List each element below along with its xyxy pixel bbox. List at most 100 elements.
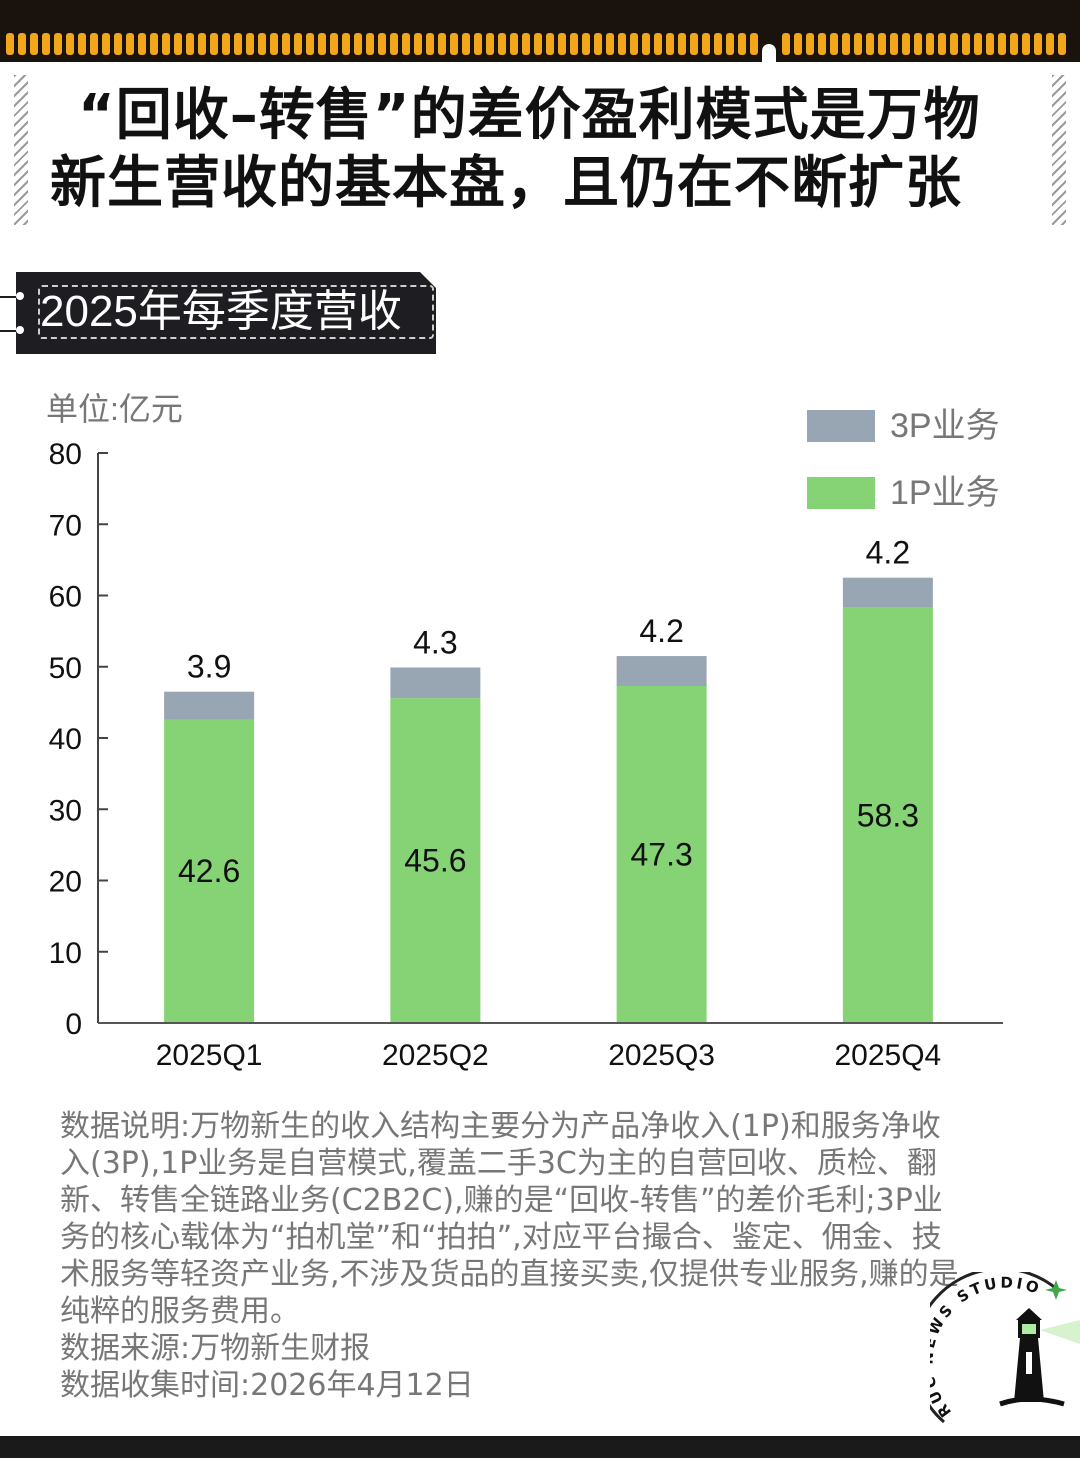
note-description: 数据说明:万物新生的收入结构主要分为产品净收入(1P)和服务净收入(3P),1P… bbox=[60, 1109, 959, 1329]
bar-1p bbox=[842, 607, 933, 1023]
sprocket-hole bbox=[714, 33, 722, 55]
sprocket-hole bbox=[750, 33, 758, 55]
sprocket-row-right bbox=[782, 33, 1066, 55]
stacked-bar-chart: 单位:亿元 3P业务 1P业务 0 10 20 30 40 50 60 70 80 42.6 3.9… bbox=[46, 391, 1003, 1072]
sprocket-row-left bbox=[6, 33, 758, 55]
sprocket-hole bbox=[270, 33, 278, 55]
x-tick-label: 2025Q2 bbox=[382, 1039, 489, 1072]
sprocket-hole bbox=[842, 33, 850, 55]
badge-dot-bottom bbox=[16, 326, 24, 334]
sprocket-hole bbox=[162, 33, 170, 55]
legend-swatch bbox=[807, 477, 875, 509]
y-tick-label: 70 bbox=[49, 509, 82, 542]
sprocket-hole bbox=[690, 33, 698, 55]
sprocket-hole bbox=[342, 33, 350, 55]
x-tick-label: 2025Q3 bbox=[608, 1039, 715, 1072]
badge-connector-top bbox=[0, 296, 20, 298]
sprocket-hole bbox=[962, 33, 970, 55]
bars-group: 42.6 3.9 45.6 4.3 47.3 4.2 58.3 4.2 bbox=[164, 535, 933, 1023]
hatch-decoration-left bbox=[14, 75, 28, 225]
y-tick-label: 10 bbox=[49, 937, 82, 970]
sprocket-hole bbox=[414, 33, 422, 55]
sprocket-hole bbox=[126, 33, 134, 55]
sprocket-hole bbox=[830, 33, 838, 55]
sprocket-hole bbox=[402, 33, 410, 55]
sprocket-hole bbox=[558, 33, 566, 55]
film-notch bbox=[762, 44, 776, 66]
sprocket-hole bbox=[330, 33, 338, 55]
sprocket-hole bbox=[198, 33, 206, 55]
sprocket-hole bbox=[510, 33, 518, 55]
sprocket-hole bbox=[570, 33, 578, 55]
sprocket-hole bbox=[222, 33, 230, 55]
sprocket-hole bbox=[282, 33, 290, 55]
sprocket-hole bbox=[1058, 33, 1066, 55]
y-tick-label: 50 bbox=[49, 652, 82, 685]
hatch-decoration-right bbox=[1052, 75, 1066, 225]
sprocket-hole bbox=[806, 33, 814, 55]
sprocket-hole bbox=[926, 33, 934, 55]
sprocket-hole bbox=[678, 33, 686, 55]
value-label-1p: 47.3 bbox=[630, 836, 692, 872]
bar-3p bbox=[842, 577, 933, 608]
badge-connector-bottom bbox=[0, 330, 20, 332]
sprocket-hole bbox=[974, 33, 982, 55]
legend-label: 1P业务 bbox=[890, 474, 1000, 512]
y-tick-label: 40 bbox=[49, 723, 82, 756]
sprocket-hole bbox=[186, 33, 194, 55]
lighthouse-icon bbox=[999, 1280, 1080, 1407]
value-label-1p: 58.3 bbox=[857, 797, 919, 833]
legend-swatch bbox=[807, 410, 875, 442]
y-tick-label: 0 bbox=[65, 1008, 82, 1041]
sprocket-hole bbox=[450, 33, 458, 55]
sprocket-hole bbox=[114, 33, 122, 55]
sprocket-hole bbox=[102, 33, 110, 55]
value-label-3p: 4.3 bbox=[413, 624, 457, 660]
sprocket-hole bbox=[258, 33, 266, 55]
top-film-strip bbox=[0, 0, 1080, 62]
logo-ring bbox=[930, 1272, 1059, 1424]
sprocket-hole bbox=[462, 33, 470, 55]
sprocket-hole bbox=[890, 33, 898, 55]
y-axis: 0 10 20 30 40 50 60 70 80 bbox=[49, 438, 108, 1041]
sprocket-hole bbox=[438, 33, 446, 55]
title-line-1: “回收–转售”的差价盈利模式是万物 bbox=[78, 83, 981, 148]
bar-3p bbox=[390, 667, 481, 699]
sprocket-hole bbox=[606, 33, 614, 55]
y-tick-label: 60 bbox=[49, 581, 82, 614]
sprocket-hole bbox=[666, 33, 674, 55]
bottom-band bbox=[0, 1436, 1080, 1458]
y-tick-label: 20 bbox=[49, 866, 82, 899]
sprocket-hole bbox=[630, 33, 638, 55]
data-note: 数据说明:万物新生的收入结构主要分为产品净收入(1P)和服务净收入(3P),1P… bbox=[60, 1108, 960, 1404]
sprocket-hole bbox=[498, 33, 506, 55]
legend-label: 3P业务 bbox=[890, 407, 1000, 445]
sprocket-hole bbox=[90, 33, 98, 55]
sprocket-hole bbox=[138, 33, 146, 55]
sprocket-hole bbox=[42, 33, 50, 55]
bar-1p bbox=[616, 685, 707, 1023]
sprocket-hole bbox=[486, 33, 494, 55]
sprocket-hole bbox=[582, 33, 590, 55]
y-tick-label: 30 bbox=[49, 794, 82, 827]
sprocket-hole bbox=[726, 33, 734, 55]
sprocket-hole bbox=[522, 33, 530, 55]
sprocket-hole bbox=[950, 33, 958, 55]
chart-subtitle: 2025年每季度营收 bbox=[40, 287, 402, 336]
sprocket-hole bbox=[594, 33, 602, 55]
sprocket-hole bbox=[914, 33, 922, 55]
sprocket-hole bbox=[818, 33, 826, 55]
sprocket-hole bbox=[782, 33, 790, 55]
sprocket-hole bbox=[354, 33, 362, 55]
bar-3p bbox=[164, 691, 255, 720]
x-axis: 2025Q1 2025Q2 2025Q3 2025Q4 bbox=[98, 1022, 1003, 1072]
sprocket-hole bbox=[866, 33, 874, 55]
note-date: 数据收集时间:2026年4月12日 bbox=[60, 1368, 474, 1403]
sprocket-hole bbox=[30, 33, 38, 55]
sprocket-hole bbox=[1034, 33, 1042, 55]
sprocket-hole bbox=[210, 33, 218, 55]
value-label-3p: 4.2 bbox=[866, 535, 910, 571]
value-label-1p: 45.6 bbox=[404, 843, 466, 879]
unit-label: 单位:亿元 bbox=[46, 391, 183, 427]
value-label-3p: 3.9 bbox=[187, 649, 231, 685]
